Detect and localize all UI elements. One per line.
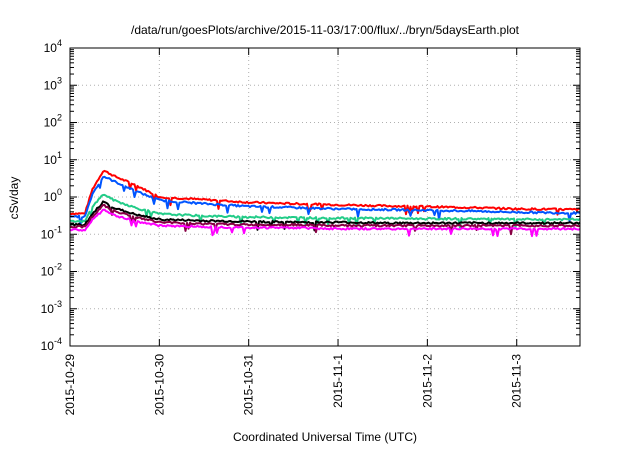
grid <box>70 48 580 346</box>
y-tick-label: 10-2 <box>41 262 62 279</box>
y-tick-label: 101 <box>44 150 62 167</box>
y-tick-label: 10-4 <box>41 336 62 353</box>
x-tick-label: 2015-11-1 <box>331 354 345 408</box>
y-tick-label: 10-1 <box>41 224 62 241</box>
x-tick-label: 2015-10-29 <box>63 354 77 416</box>
series-line-0 <box>69 169 581 216</box>
y-tick-label: 10-3 <box>41 299 62 316</box>
y-tick-label: 104 <box>44 38 62 55</box>
series-line-2 <box>69 193 581 229</box>
chart-title: /data/run/goesPlots/archive/2015-11-03/1… <box>131 23 520 37</box>
series-group <box>69 169 581 238</box>
series-line-5 <box>69 208 581 238</box>
ticks: 10-4 10-3 10-2 10-1 100 101 102 103 104 2015-10-2… <box>41 38 580 415</box>
series-line-4 <box>69 203 581 236</box>
x-tick-label: 2015-10-31 <box>242 354 256 416</box>
y-tick-label: 103 <box>44 75 62 92</box>
series-line-1 <box>69 175 581 226</box>
x-tick-label: 2015-11-3 <box>510 354 524 408</box>
y-tick-label: 100 <box>44 187 62 204</box>
x-axis-label: Coordinated Universal Time (UTC) <box>233 430 417 444</box>
y-axis-label: cSv/day <box>7 177 21 220</box>
series-line-3 <box>69 200 581 232</box>
x-tick-label: 2015-10-30 <box>152 354 166 416</box>
y-tick-label: 102 <box>44 113 62 130</box>
x-tick-label: 2015-11-2 <box>420 354 434 408</box>
